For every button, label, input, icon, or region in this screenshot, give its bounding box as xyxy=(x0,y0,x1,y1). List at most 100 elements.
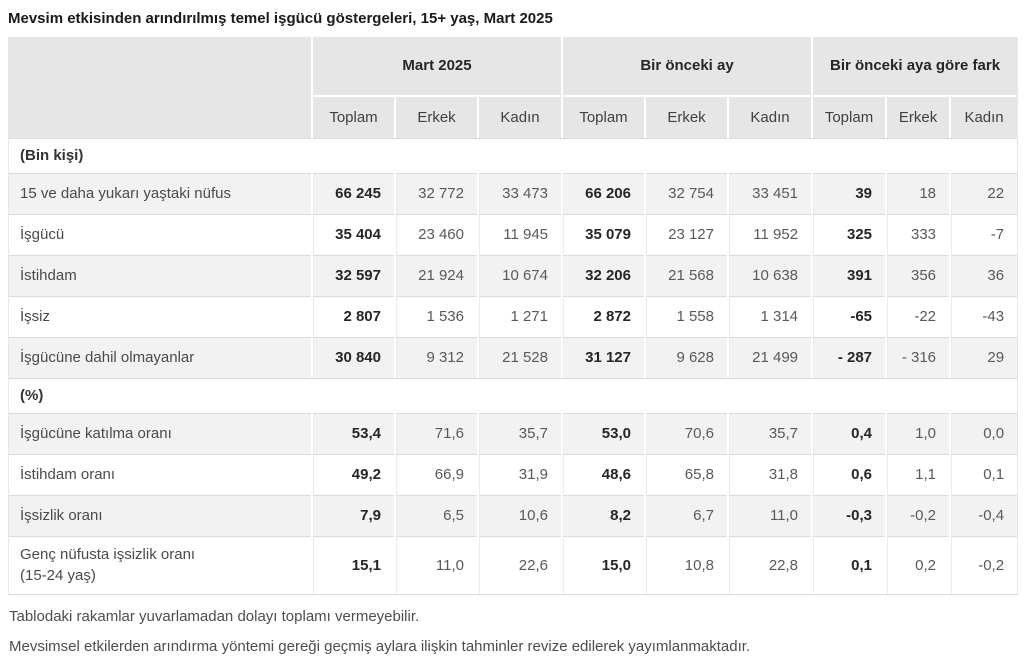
value-cell: 1,0 xyxy=(885,413,949,454)
value-cell: 1 536 xyxy=(394,296,477,337)
value-cell: 31 127 xyxy=(561,337,644,378)
value-cell: 11,0 xyxy=(394,536,477,594)
value-cell: 32 754 xyxy=(644,173,727,214)
value-cell: 11,0 xyxy=(727,495,811,536)
value-cell: 30 840 xyxy=(311,337,394,378)
value-cell: 15,0 xyxy=(561,536,644,594)
row-label: İstihdam xyxy=(9,255,311,296)
row-label: İstihdam oranı xyxy=(9,454,311,495)
value-cell: 35 079 xyxy=(561,214,644,255)
value-cell: 35,7 xyxy=(727,413,811,454)
value-cell: 21 924 xyxy=(394,255,477,296)
column-header-total: Toplam xyxy=(311,97,394,138)
value-cell: 36 xyxy=(949,255,1017,296)
value-cell: 10,8 xyxy=(644,536,727,594)
value-cell: 32 206 xyxy=(561,255,644,296)
row-label: İşsizlik oranı xyxy=(9,495,311,536)
value-cell: - 287 xyxy=(811,337,885,378)
value-cell: -0,2 xyxy=(949,536,1017,594)
value-cell: 11 945 xyxy=(477,214,561,255)
value-cell: 23 127 xyxy=(644,214,727,255)
value-cell: 70,6 xyxy=(644,413,727,454)
value-cell: 391 xyxy=(811,255,885,296)
value-cell: -0,2 xyxy=(885,495,949,536)
table-row: İşgücüne dahil olmayanlar 30 840 9 312 2… xyxy=(9,337,1018,378)
value-cell: -0,3 xyxy=(811,495,885,536)
section-header: (Bin kişi) xyxy=(9,138,1018,173)
value-cell: 0,0 xyxy=(949,413,1017,454)
section-header-row: (Bin kişi) xyxy=(9,138,1018,173)
value-cell: -22 xyxy=(885,296,949,337)
value-cell: 49,2 xyxy=(311,454,394,495)
row-label: İşgücü xyxy=(9,214,311,255)
value-cell: 1 271 xyxy=(477,296,561,337)
value-cell: 2 807 xyxy=(311,296,394,337)
value-cell: -7 xyxy=(949,214,1017,255)
value-cell: -43 xyxy=(949,296,1017,337)
value-cell: 356 xyxy=(885,255,949,296)
value-cell: 66,9 xyxy=(394,454,477,495)
value-cell: 29 xyxy=(949,337,1017,378)
value-cell: 66 245 xyxy=(311,173,394,214)
table-row: İşgücüne katılma oranı 53,4 71,6 35,7 53… xyxy=(9,413,1018,454)
value-cell: 21 499 xyxy=(727,337,811,378)
value-cell: 1 558 xyxy=(644,296,727,337)
table-row: İstihdam oranı 49,2 66,9 31,9 48,6 65,8 … xyxy=(9,454,1018,495)
value-cell: 8,2 xyxy=(561,495,644,536)
value-cell: 10 638 xyxy=(727,255,811,296)
table-row: İşsiz 2 807 1 536 1 271 2 872 1 558 1 31… xyxy=(9,296,1018,337)
value-cell: 32 597 xyxy=(311,255,394,296)
column-header-total: Toplam xyxy=(561,97,644,138)
value-cell: 6,5 xyxy=(394,495,477,536)
column-header-male: Erkek xyxy=(885,97,950,138)
value-cell: 10,6 xyxy=(477,495,561,536)
column-header-female: Kadın xyxy=(727,97,812,138)
value-cell: 1 314 xyxy=(727,296,811,337)
column-group-row: Mart 2025 Bir önceki ay Bir önceki aya g… xyxy=(9,37,1018,138)
value-cell: 325 xyxy=(811,214,885,255)
value-cell: 22,6 xyxy=(477,536,561,594)
value-cell: 1,1 xyxy=(885,454,949,495)
value-cell: 32 772 xyxy=(394,173,477,214)
value-cell: 15,1 xyxy=(311,536,394,594)
value-cell: 53,0 xyxy=(561,413,644,454)
value-cell: 21 568 xyxy=(644,255,727,296)
value-cell: 53,4 xyxy=(311,413,394,454)
corner-cell xyxy=(9,37,311,138)
value-cell: -0,4 xyxy=(949,495,1017,536)
value-cell: 2 872 xyxy=(561,296,644,337)
column-group-difference: Bir önceki aya göre fark xyxy=(811,37,1018,97)
value-cell: 21 528 xyxy=(477,337,561,378)
value-cell: 7,9 xyxy=(311,495,394,536)
value-cell: 9 312 xyxy=(394,337,477,378)
column-group-previous-month: Bir önceki ay xyxy=(561,37,812,97)
value-cell: 9 628 xyxy=(644,337,727,378)
column-header-female: Kadın xyxy=(949,97,1018,138)
table-row: İstihdam 32 597 21 924 10 674 32 206 21 … xyxy=(9,255,1018,296)
value-cell: 22 xyxy=(949,173,1017,214)
indicators-table: Mart 2025 Bir önceki ay Bir önceki aya g… xyxy=(8,37,1019,595)
row-label: İşgücüne katılma oranı xyxy=(9,413,311,454)
value-cell: 0,4 xyxy=(811,413,885,454)
table-row: 15 ve daha yukarı yaştaki nüfus 66 245 3… xyxy=(9,173,1018,214)
column-header-total: Toplam xyxy=(811,97,886,138)
note-revision: Mevsimsel etkilerden arındırma yöntemi g… xyxy=(9,638,751,655)
value-cell: 65,8 xyxy=(644,454,727,495)
section-header-row: (%) xyxy=(9,378,1018,413)
value-cell: 31,9 xyxy=(477,454,561,495)
value-cell: 48,6 xyxy=(561,454,644,495)
section-header: (%) xyxy=(9,378,1018,413)
row-label: 15 ve daha yukarı yaştaki nüfus xyxy=(9,173,311,214)
value-cell: 6,7 xyxy=(644,495,727,536)
value-cell: 0,6 xyxy=(811,454,885,495)
page-title: Mevsim etkisinden arındırılmış temel işg… xyxy=(8,10,553,27)
table-row: Genç nüfusta işsizlik oranı (15-24 yaş) … xyxy=(9,536,1018,594)
column-header-female: Kadın xyxy=(477,97,561,138)
value-cell: 0,1 xyxy=(811,536,885,594)
column-header-male: Erkek xyxy=(394,97,477,138)
row-label: İşgücüne dahil olmayanlar xyxy=(9,337,311,378)
value-cell: 71,6 xyxy=(394,413,477,454)
value-cell: 10 674 xyxy=(477,255,561,296)
value-cell: 22,8 xyxy=(727,536,811,594)
column-group-current-month: Mart 2025 xyxy=(311,37,561,97)
